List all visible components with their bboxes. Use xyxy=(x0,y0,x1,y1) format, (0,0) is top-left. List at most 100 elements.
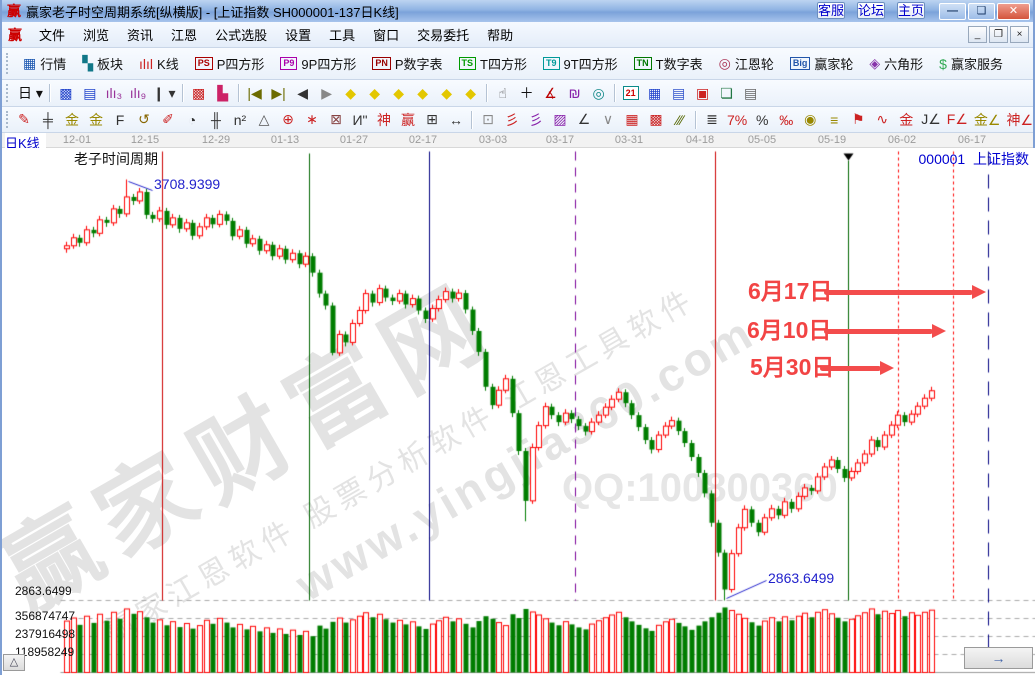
t-square-button[interactable]: TS T四方形 xyxy=(451,51,535,77)
menu-browse[interactable]: 浏览 xyxy=(83,28,110,43)
spiral-tool[interactable]: ↺ xyxy=(138,111,150,127)
protractor-tool[interactable]: △ xyxy=(258,111,270,127)
customer-service-button[interactable]: 客服 xyxy=(816,2,845,19)
gann-diamond-all-icon[interactable]: ◆ xyxy=(465,84,476,101)
time-grid-tool[interactable]: ╪ xyxy=(43,111,53,128)
mdi-restore-button[interactable]: ❐ xyxy=(989,26,1008,43)
single-candle-dropdown[interactable]: ❙ ▾ xyxy=(152,84,176,101)
cycle-clock-tool[interactable]: ◔ xyxy=(187,111,197,128)
k-wave-tool[interactable]: И" xyxy=(352,111,368,128)
restore-button[interactable]: ❏ xyxy=(968,2,995,20)
parallel-lines-tool[interactable]: ∕∕∕ xyxy=(676,111,684,128)
menu-settings[interactable]: 设置 xyxy=(285,28,312,43)
menu-window[interactable]: 窗口 xyxy=(373,28,400,43)
purple-fan-tool[interactable]: 彡 xyxy=(529,111,543,128)
j-angle-tool[interactable]: J∠ xyxy=(921,111,941,127)
f-grid-tool[interactable]: F xyxy=(115,111,125,128)
hand-drag-tool[interactable]: ☝ xyxy=(498,84,507,101)
purple-box-fan-tool[interactable]: ▨ xyxy=(553,111,567,127)
bars9-icon[interactable]: ılı₉ xyxy=(129,85,147,101)
menu-news[interactable]: 资讯 xyxy=(127,28,154,43)
menu-tools[interactable]: 工具 xyxy=(329,28,356,43)
info-doc-icon[interactable]: ▤ xyxy=(83,84,97,101)
grid-123-tool[interactable]: ⊞ xyxy=(426,111,438,127)
menu-formula-pick[interactable]: 公式选股 xyxy=(215,28,268,43)
win-grid-tool[interactable]: 赢 xyxy=(401,111,415,128)
formula-map-icon[interactable]: ▩ xyxy=(59,84,73,101)
expand-volume-button[interactable]: △ xyxy=(3,654,25,671)
mdi-close-button[interactable]: × xyxy=(1010,26,1029,43)
purple-frame-tool[interactable]: ₪ xyxy=(568,85,581,101)
nine-t-square-button[interactable]: T9 9T四方形 xyxy=(535,51,626,77)
kline-chart[interactable]: 赢家财富网 赢家江恩软件 股票分析软件 江恩工具软件 www.yingjia36… xyxy=(2,148,1035,675)
sector-button[interactable]: ▚ 板块 xyxy=(82,55,124,72)
prev-bar-button[interactable]: ◀ xyxy=(297,84,308,101)
red-map-icon[interactable]: ▩ xyxy=(191,84,206,101)
hexagon-button[interactable]: ◈ 六角形 xyxy=(869,55,924,72)
gann-diamond-upright-icon[interactable]: ◆ xyxy=(393,84,404,101)
toolbar-grip[interactable] xyxy=(6,83,11,103)
crosshair-tool[interactable]: ＋ xyxy=(519,85,534,101)
v-lines-tool[interactable]: ∨ xyxy=(602,111,614,127)
box-tool[interactable]: ⊡ xyxy=(482,111,494,127)
gold-red-tool[interactable]: 金 xyxy=(899,111,914,128)
winner-wheel-button[interactable]: Big 赢家轮 xyxy=(782,51,862,77)
save-button[interactable]: ▣ xyxy=(695,84,710,101)
price-ladder-tool[interactable]: ≣ xyxy=(706,111,718,127)
wave-tool[interactable]: ∿ xyxy=(876,111,889,127)
gold-grid-tool[interactable]: 金 xyxy=(65,111,79,128)
candle-style-dropdown[interactable]: 日 ▾ xyxy=(18,85,43,101)
print-button[interactable]: ▤ xyxy=(743,84,758,101)
red-grid-tool[interactable]: ▦ xyxy=(625,111,639,127)
minimize-button[interactable]: — xyxy=(939,2,966,20)
box-star-tool[interactable]: ⊠ xyxy=(330,111,342,127)
p-digit-table-button[interactable]: PN P数字表 xyxy=(364,51,450,77)
gold-lines-tool[interactable]: ≡ xyxy=(830,111,839,128)
god-grid-tool[interactable]: 神 xyxy=(377,111,391,128)
forum-button[interactable]: 论坛 xyxy=(856,2,885,19)
red-brush-tool[interactable]: ✎ xyxy=(18,111,30,127)
percent-line-tool[interactable]: 7% xyxy=(727,111,748,128)
flag-brush-tool[interactable]: ⚑ xyxy=(851,111,865,127)
menu-help[interactable]: 帮助 xyxy=(487,28,514,43)
notes-button[interactable]: ▤ xyxy=(671,84,686,101)
t-digit-table-button[interactable]: TN T数字表 xyxy=(626,51,711,77)
winner-service-button[interactable]: $ 赢家服务 xyxy=(939,55,1003,73)
p-square-button[interactable]: PS P四方形 xyxy=(187,51,273,77)
n-squared-tool[interactable]: n² xyxy=(233,111,247,128)
gann-diamond-lr-icon[interactable]: ◆ xyxy=(345,84,356,101)
red-fan-tool[interactable]: 彡 xyxy=(505,111,519,128)
gann-wheel-button[interactable]: ◎ 江恩轮 xyxy=(718,55,774,72)
last-bar-button[interactable]: ▶| xyxy=(271,84,286,101)
color-histogram-icon[interactable]: ▙ xyxy=(217,84,228,101)
menu-file[interactable]: 文件 xyxy=(39,28,66,43)
gold-circle-tool[interactable]: ◉ xyxy=(804,111,817,127)
menu-gann[interactable]: 江恩 xyxy=(171,28,198,43)
teal-shape-tool[interactable]: ◎ xyxy=(592,84,605,101)
next-bar-button[interactable]: ▶ xyxy=(321,84,332,101)
comb-grid-tool[interactable]: ╫ xyxy=(211,111,221,128)
homepage-button[interactable]: 主页 xyxy=(896,2,925,19)
rocket-draw-tool[interactable]: ✐ xyxy=(162,111,174,127)
gold-grid2-tool[interactable]: 金 xyxy=(89,111,103,128)
toolbar-grip[interactable] xyxy=(6,52,11,75)
quote-button[interactable]: ▦ 行情 xyxy=(23,55,67,72)
scroll-right-button[interactable]: → xyxy=(964,647,1033,669)
gold-angle-tool[interactable]: 金∠ xyxy=(973,111,1001,128)
mdi-minimize-button[interactable]: _ xyxy=(968,26,987,43)
gann-diamond-right-icon[interactable]: ◆ xyxy=(369,84,380,101)
f-angle-tool[interactable]: F∠ xyxy=(946,111,968,127)
width-measure-tool[interactable]: ↔ xyxy=(449,111,463,128)
angle-measure-tool[interactable]: ∡ xyxy=(544,84,557,101)
god-angle-tool[interactable]: 神∠ xyxy=(1006,111,1034,128)
calculator-button[interactable]: ▦ xyxy=(647,84,662,101)
percent-tool[interactable]: % xyxy=(756,111,769,128)
nine-p-square-button[interactable]: P9 9P四方形 xyxy=(272,51,364,77)
permille-tool[interactable]: ‰ xyxy=(779,111,794,128)
calendar-button[interactable]: 21 xyxy=(619,82,643,104)
gann-diamond-expand-icon[interactable]: ◆ xyxy=(441,84,452,101)
gann-diamond-compress-icon[interactable]: ◆ xyxy=(417,84,428,101)
close-button[interactable]: ✕ xyxy=(997,2,1030,20)
kline-button[interactable]: ılıl K线 xyxy=(139,55,179,73)
export-button[interactable]: ❏ xyxy=(720,84,733,101)
